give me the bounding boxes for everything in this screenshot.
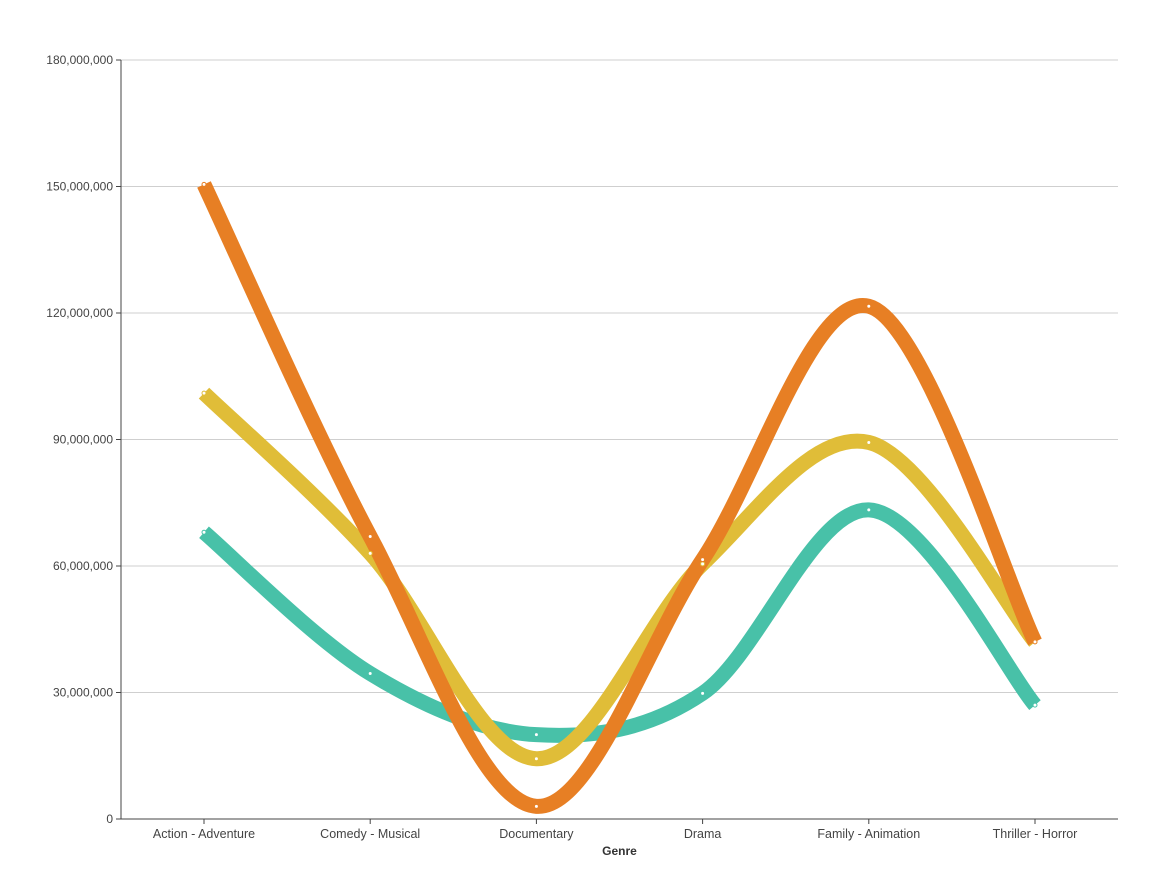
- data-point[interactable]: [700, 690, 706, 696]
- series-line-3: [197, 181, 1042, 814]
- data-point[interactable]: [533, 732, 539, 738]
- data-point[interactable]: [201, 181, 207, 187]
- data-point[interactable]: [700, 557, 706, 563]
- data-point[interactable]: [1032, 639, 1038, 645]
- x-axis-ticks: Action - Adventure Comedy - Musical Docume…: [153, 819, 1077, 841]
- data-point[interactable]: [866, 439, 872, 445]
- x-tick-label: Family - Animation: [817, 827, 920, 841]
- y-tick-label: 30,000,000: [53, 686, 113, 700]
- x-tick-label: Documentary: [499, 827, 574, 841]
- point-markers: [201, 181, 1038, 809]
- y-tick-label: 60,000,000: [53, 559, 113, 573]
- series-line-2: [198, 387, 1041, 767]
- x-axis-title: Genre: [602, 844, 637, 858]
- y-tick-label: 0: [106, 812, 113, 826]
- data-point[interactable]: [700, 561, 706, 567]
- data-point[interactable]: [201, 390, 207, 396]
- gridlines: [121, 59, 1118, 693]
- x-tick-label: Action - Adventure: [153, 827, 255, 841]
- data-point[interactable]: [866, 303, 872, 309]
- y-tick-label: 120,000,000: [46, 306, 113, 320]
- data-point[interactable]: [367, 550, 373, 556]
- data-point[interactable]: [533, 756, 539, 762]
- data-point[interactable]: [367, 533, 373, 539]
- x-tick-label: Thriller - Horror: [993, 827, 1078, 841]
- y-tick-label: 180,000,000: [46, 53, 113, 67]
- series-line-1: [199, 502, 1041, 743]
- data-point[interactable]: [1032, 702, 1038, 708]
- data-point[interactable]: [533, 803, 539, 809]
- x-tick-label: Drama: [684, 827, 722, 841]
- y-tick-label: 150,000,000: [46, 180, 113, 194]
- data-point[interactable]: [866, 507, 872, 513]
- y-axis-ticks: 0 30,000,000 60,000,000 90,000,000 120,000,0…: [46, 53, 121, 826]
- data-point[interactable]: [201, 529, 207, 535]
- data-point[interactable]: [367, 671, 373, 677]
- x-tick-label: Comedy - Musical: [320, 827, 420, 841]
- series-lines: [197, 181, 1042, 814]
- y-tick-label: 90,000,000: [53, 433, 113, 447]
